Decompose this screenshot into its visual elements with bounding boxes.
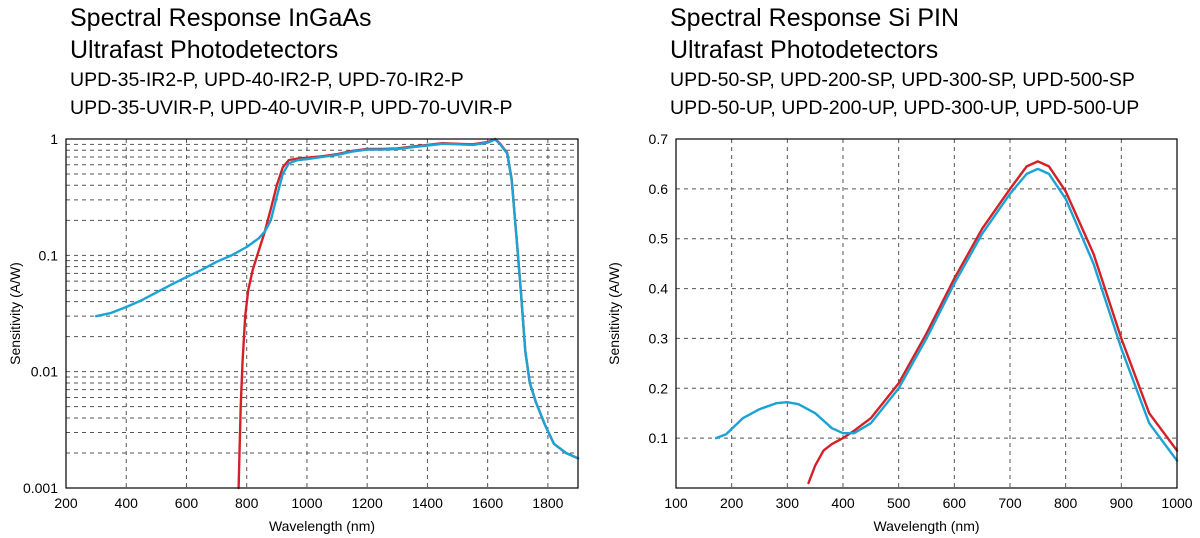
chart-subtitle: Ultrafast Photodetectors [70,36,339,64]
x-tick-label: 400 [831,495,855,511]
series-line-red [237,137,580,490]
y-tick-label: 0.1 [649,430,669,446]
x-tick-label: 1600 [472,495,503,511]
x-tick-label: 1000 [1161,495,1192,511]
x-axis-label: Wavelength (nm) [873,518,979,534]
y-axis-label: Sensitivity (A/W) [7,262,23,365]
x-tick-label: 1000 [291,495,322,511]
y-axis-label: Sensitivity (A/W) [606,262,622,365]
y-tick-label: 0.3 [649,330,669,346]
x-tick-label: 800 [1054,495,1078,511]
up-series-models: UPD-50-UP, UPD-200-UP, UPD-300-UP, UPD-5… [670,97,1140,119]
x-tick-label: 800 [235,495,259,511]
y-tick-label: 0.1 [39,247,59,263]
si-pin-chart-panel: Spectral Response Si PIN Ultrafast Photo… [600,0,1200,538]
y-tick-label: 0.2 [649,380,669,396]
x-tick-label: 700 [998,495,1022,511]
x-axis-label: Wavelength (nm) [269,518,375,534]
si-pin-sensitivity-chart: 100 200 300 400 500 600 700 800 900 1000 0.1 0.2 0.3… [606,131,1193,534]
series-line-blue [94,138,580,460]
chart-title: Spectral Response InGaAs [70,4,372,32]
y-tick-label: 0.5 [649,231,669,247]
y-tick-label: 0.001 [23,480,58,496]
grid-lines [676,138,1177,488]
x-tick-label: 300 [776,495,800,511]
x-tick-label: 200 [720,495,744,511]
y-tick-label: 0.01 [31,364,58,380]
series-line-blue [714,167,1179,462]
chart-title: Spectral Response Si PIN [670,4,960,32]
plot-frame [675,138,1178,489]
series-line-red [807,160,1179,485]
plot-frame [65,138,579,489]
ingaas-chart-panel: Spectral Response InGaAs Ultrafast Photo… [7,4,580,534]
x-tick-label: 600 [175,495,199,511]
sp-series-models: UPD-50-SP, UPD-200-SP, UPD-300-SP, UPD-5… [670,69,1135,91]
y-tick-label: 0.7 [649,131,669,147]
ir-series-models: UPD-35-IR2-P, UPD-40-IR2-P, UPD-70-IR2-P [70,69,464,91]
x-tick-label: 1200 [352,495,383,511]
x-tick-label: 1400 [412,495,443,511]
ingaas-sensitivity-chart: 200 400 600 800 1000 1200 1400 1600 1800 0.001 0.0… [7,131,580,534]
x-tick-label: 100 [664,495,688,511]
x-tick-label: 400 [115,495,139,511]
uvir-series-models: UPD-35-UVIR-P, UPD-40-UVIR-P, UPD-70-UVI… [70,97,513,119]
x-tick-label: 600 [943,495,967,511]
y-tick-label: 0.4 [649,281,669,297]
grid-lines [66,138,578,488]
y-tick-label: 0.6 [649,181,669,197]
y-tick-label: 1 [50,131,58,147]
x-tick-label: 900 [1110,495,1134,511]
x-tick-label: 1800 [532,495,563,511]
chart-subtitle: Ultrafast Photodetectors [670,36,939,64]
x-tick-label: 200 [54,495,78,511]
x-tick-label: 500 [887,495,911,511]
